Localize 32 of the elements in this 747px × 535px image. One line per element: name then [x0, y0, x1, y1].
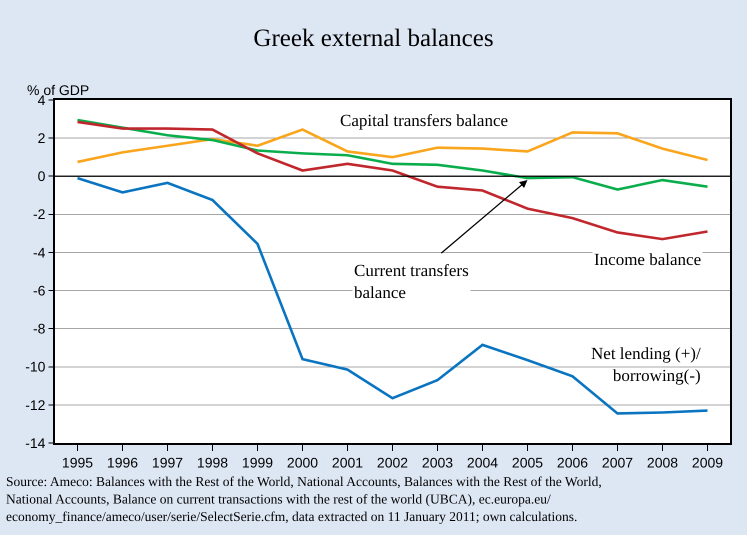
y-tick-label: -12 [25, 396, 46, 413]
y-tick-label: 0 [38, 168, 46, 184]
x-tick-label: 2004 [466, 454, 498, 471]
y-tick-label: -4 [32, 244, 46, 260]
x-tick-label: 2003 [422, 454, 454, 471]
line-series [76, 176, 709, 415]
x-tick-label: 2007 [602, 454, 634, 471]
source-note: Source: Ameco: Balances with the Rest of the World, National Accounts, Balances with the Rest of the World, National Accounts, Balance on current transactions with the rest of the world (UBCA), ec.europa.eu/ economy_finance/ameco/user/serie/SelectSerie.cfm, data extracted on 11 January 2011; own calculations. [6, 474, 602, 524]
x-tick-label: 1996 [106, 454, 138, 471]
x-tick-label: 1995 [62, 454, 94, 471]
y-tick-label: -8 [32, 320, 46, 337]
chart-title: Greek external balances [253, 25, 494, 52]
x-tick-label: 2005 [512, 454, 544, 471]
y-tick-label: -10 [25, 358, 46, 375]
x-tick-label: 2009 [692, 454, 724, 471]
x-tick-label: 2008 [646, 454, 678, 471]
x-tick-label: 2001 [332, 454, 364, 471]
x-tick-label: 1997 [152, 454, 184, 471]
y-tick-label: -6 [32, 282, 46, 298]
x-tick-label: 1999 [242, 454, 274, 471]
text: Current transfers balance [354, 261, 469, 302]
x-tick-label: 2000 [286, 454, 318, 471]
x-tick-label: 2002 [376, 454, 408, 471]
line-series [76, 128, 709, 164]
series-label: Income balance [594, 250, 702, 269]
y-tick-label: 2 [38, 130, 46, 146]
series-label: Capital transfers balance [340, 111, 508, 130]
y-tick-label: -2 [32, 206, 46, 222]
x-tick-label: 2006 [556, 454, 588, 471]
y-tick-label: -14 [25, 434, 46, 451]
series-label: Net lending (+)/ borrowing(-) [591, 344, 701, 386]
x-tick-label: 1998 [196, 454, 228, 471]
